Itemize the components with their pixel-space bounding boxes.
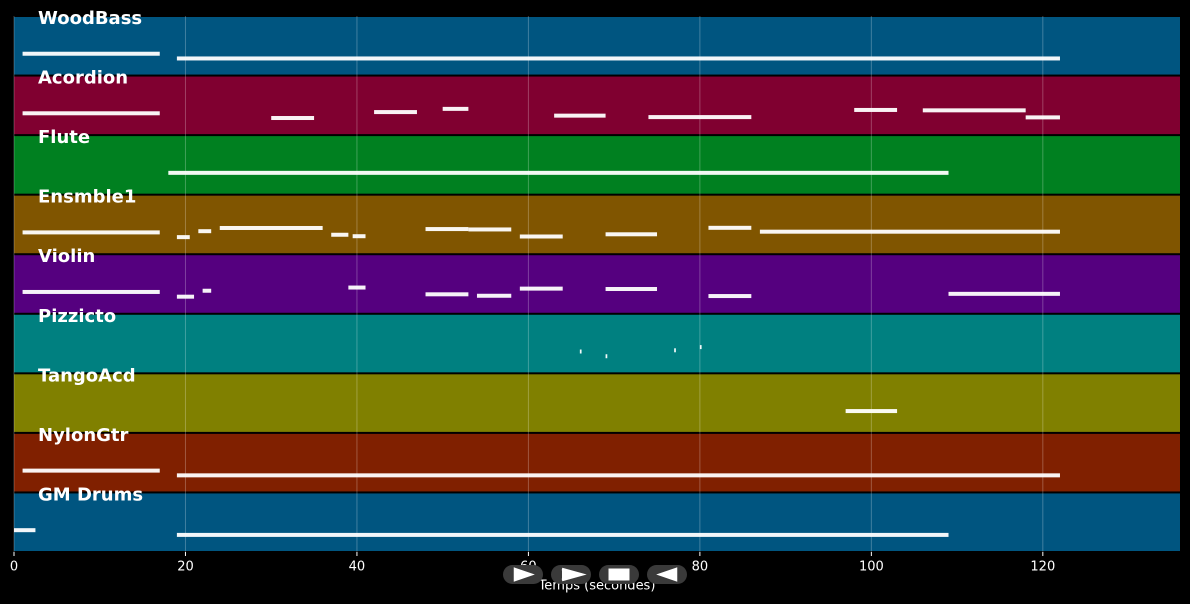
- playback-controls: [503, 565, 687, 584]
- track-name: NylonGtr: [38, 425, 129, 446]
- forward-button[interactable]: [551, 565, 591, 584]
- x-axis: 020406080100120: [10, 552, 1055, 575]
- note-span: [176, 473, 1060, 478]
- notes: [14, 51, 1060, 537]
- track-name: GM Drums: [38, 484, 143, 505]
- note-span: [579, 349, 582, 354]
- track-lane: [14, 255, 1180, 313]
- play-button[interactable]: [503, 565, 543, 584]
- x-tick-label: 0: [10, 560, 18, 575]
- x-tick-label: 40: [349, 560, 366, 575]
- note-span: [519, 234, 563, 239]
- track-lane: [14, 314, 1180, 373]
- note-span: [476, 293, 512, 298]
- note-span: [922, 108, 1026, 113]
- note-span: [348, 285, 366, 290]
- track-name: Flute: [38, 127, 90, 148]
- track-name: Pizzicto: [38, 306, 116, 327]
- note-span: [198, 229, 212, 234]
- note-span: [1025, 115, 1060, 120]
- track-lane: [14, 136, 1180, 194]
- note-span: [352, 234, 366, 239]
- note-span: [425, 227, 469, 232]
- note-span: [22, 230, 160, 235]
- note-span: [168, 170, 949, 175]
- x-tick-label: 120: [1030, 560, 1055, 575]
- note-span: [176, 235, 190, 240]
- note-span: [648, 115, 752, 120]
- note-span: [176, 56, 1060, 61]
- note-span: [202, 288, 212, 293]
- track-name: Violin: [38, 246, 95, 267]
- note-span: [948, 291, 1060, 296]
- note-span: [22, 468, 160, 473]
- track-lane: [14, 433, 1180, 492]
- note-span: [271, 116, 315, 121]
- back-button[interactable]: [647, 565, 687, 584]
- note-span: [22, 289, 160, 294]
- note-span: [331, 232, 349, 237]
- grid: [13, 16, 1044, 552]
- note-span: [708, 225, 752, 230]
- lanes: [14, 17, 1180, 551]
- note-span: [442, 106, 469, 111]
- x-tick-label: 80: [692, 560, 709, 575]
- note-span: [176, 294, 195, 299]
- note-span: [554, 113, 606, 118]
- note-span: [759, 229, 1060, 234]
- note-span: [219, 225, 323, 230]
- note-span: [605, 232, 658, 237]
- track-name: TangoAcd: [38, 365, 136, 386]
- x-tick-label: 20: [177, 560, 194, 575]
- note-span: [708, 294, 752, 299]
- note-span: [605, 354, 608, 359]
- note-span: [699, 345, 702, 350]
- note-span: [425, 292, 469, 297]
- note-span: [22, 51, 160, 56]
- note-span: [468, 227, 512, 232]
- note-span: [14, 528, 36, 533]
- note-span: [22, 111, 160, 116]
- track-name: Acordion: [38, 68, 128, 89]
- track-name: Ensmble1: [38, 187, 136, 208]
- note-span: [176, 532, 949, 537]
- x-tick-label: 100: [859, 560, 884, 575]
- note-span: [605, 287, 658, 292]
- labels: WoodBass Acordion Flute Ensmble1 Violin Pizzi…: [38, 8, 143, 505]
- track-lane: [14, 195, 1180, 254]
- track-lane: [14, 17, 1180, 75]
- note-span: [674, 348, 676, 353]
- note-span: [374, 110, 417, 115]
- note-span: [845, 409, 898, 414]
- track-lane: [14, 374, 1180, 432]
- track-name: WoodBass: [38, 8, 142, 29]
- stop-button[interactable]: [599, 565, 639, 584]
- track-lane: [14, 493, 1180, 551]
- note-span: [519, 286, 563, 291]
- note-span: [854, 107, 898, 112]
- track-lane: [14, 76, 1180, 135]
